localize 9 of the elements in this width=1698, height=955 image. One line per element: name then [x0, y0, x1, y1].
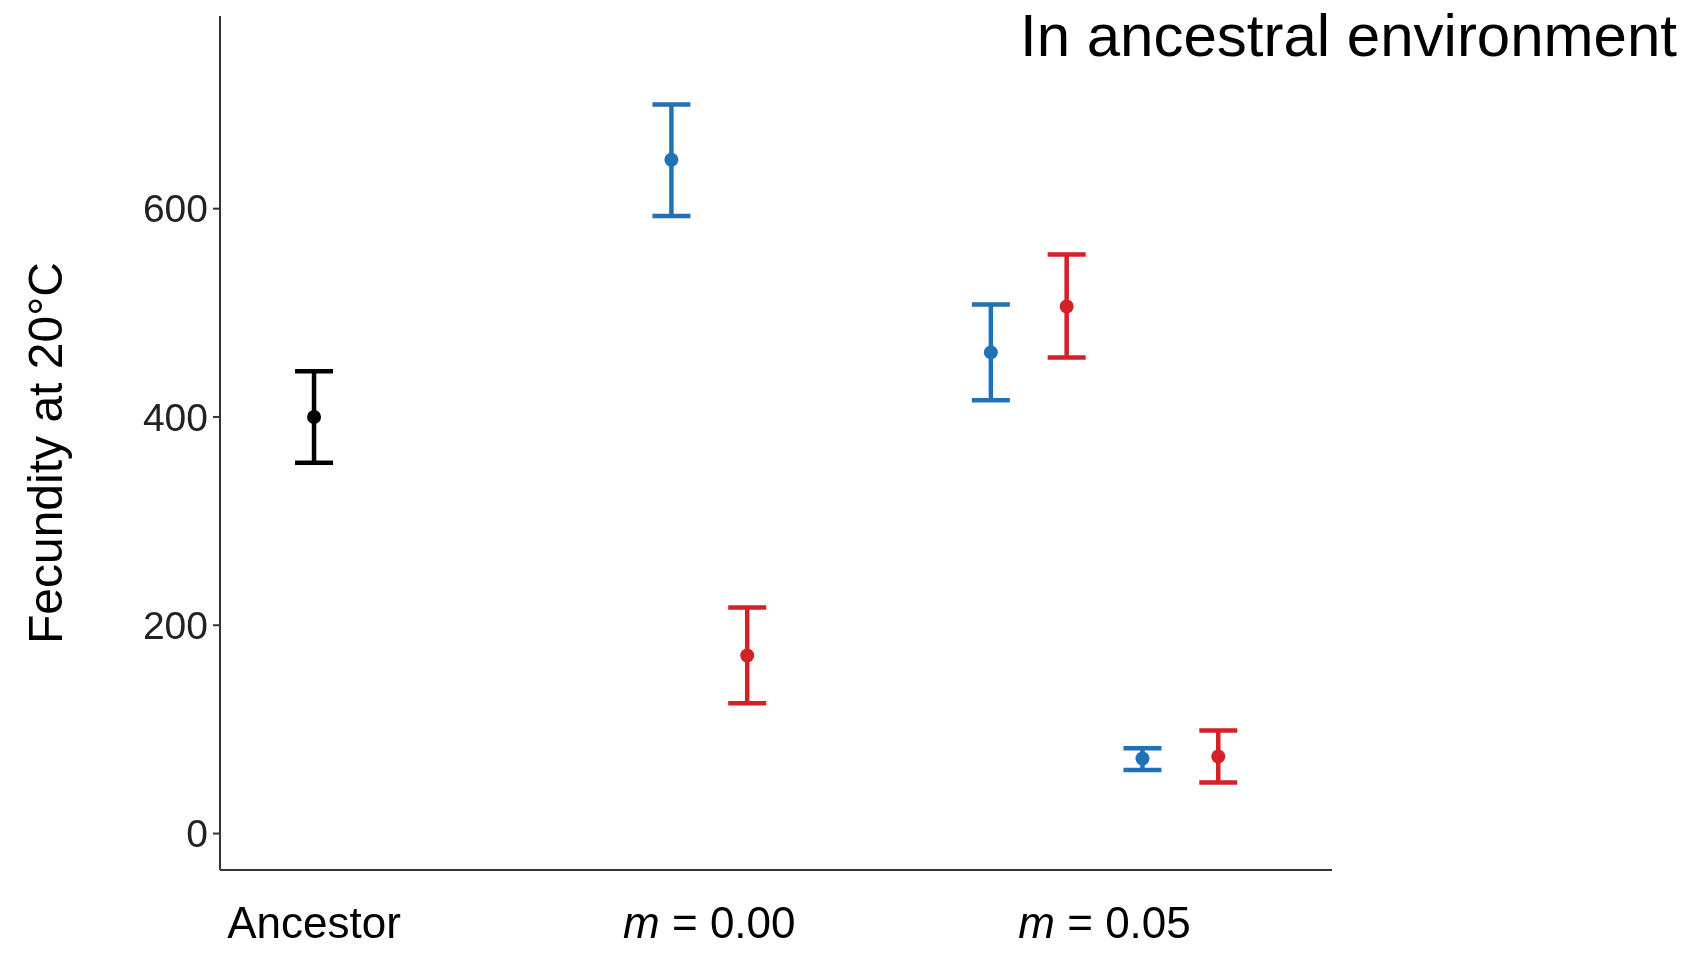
- x-tick-label: Ancestor: [227, 898, 401, 947]
- x-tick-label: m = 0.00: [623, 898, 796, 947]
- chart-title: In ancestral environment: [1019, 2, 1678, 69]
- x-tick-label: m = 0.05: [1018, 898, 1191, 947]
- y-tick-label: 400: [142, 395, 208, 439]
- y-tick-label: 0: [186, 812, 208, 856]
- y-tick-label: 200: [142, 603, 208, 647]
- y-tick-label: 600: [142, 187, 208, 231]
- y-axis-title: Fecundity at 20°C: [19, 261, 72, 645]
